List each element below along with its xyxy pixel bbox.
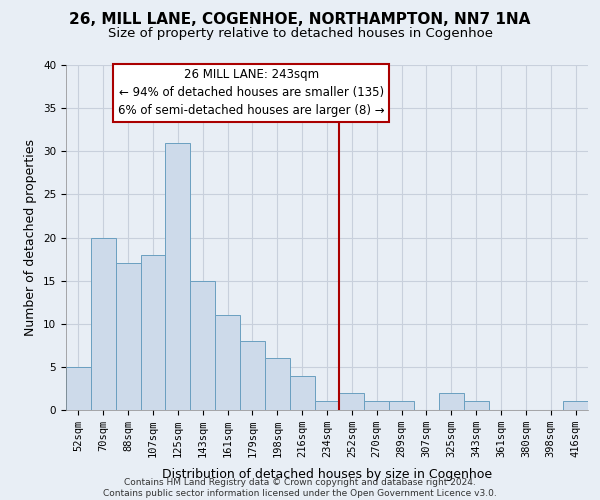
Y-axis label: Number of detached properties: Number of detached properties bbox=[25, 139, 37, 336]
Bar bbox=[265, 358, 290, 410]
Bar bbox=[290, 376, 314, 410]
Bar bbox=[166, 142, 190, 410]
Bar bbox=[439, 393, 464, 410]
Bar bbox=[140, 255, 166, 410]
Text: Size of property relative to detached houses in Cogenhoe: Size of property relative to detached ho… bbox=[107, 28, 493, 40]
Bar bbox=[215, 315, 240, 410]
Bar bbox=[91, 238, 116, 410]
Text: Contains HM Land Registry data © Crown copyright and database right 2024.
Contai: Contains HM Land Registry data © Crown c… bbox=[103, 478, 497, 498]
Bar bbox=[340, 393, 364, 410]
Text: 26, MILL LANE, COGENHOE, NORTHAMPTON, NN7 1NA: 26, MILL LANE, COGENHOE, NORTHAMPTON, NN… bbox=[70, 12, 530, 28]
Bar bbox=[563, 402, 588, 410]
Bar bbox=[364, 402, 389, 410]
Text: 26 MILL LANE: 243sqm
← 94% of detached houses are smaller (135)
6% of semi-detac: 26 MILL LANE: 243sqm ← 94% of detached h… bbox=[118, 68, 385, 117]
Bar bbox=[66, 367, 91, 410]
Bar bbox=[314, 402, 340, 410]
Bar bbox=[190, 280, 215, 410]
Bar bbox=[240, 341, 265, 410]
Bar bbox=[116, 264, 140, 410]
Bar bbox=[389, 402, 414, 410]
Bar bbox=[464, 402, 488, 410]
X-axis label: Distribution of detached houses by size in Cogenhoe: Distribution of detached houses by size … bbox=[162, 468, 492, 481]
